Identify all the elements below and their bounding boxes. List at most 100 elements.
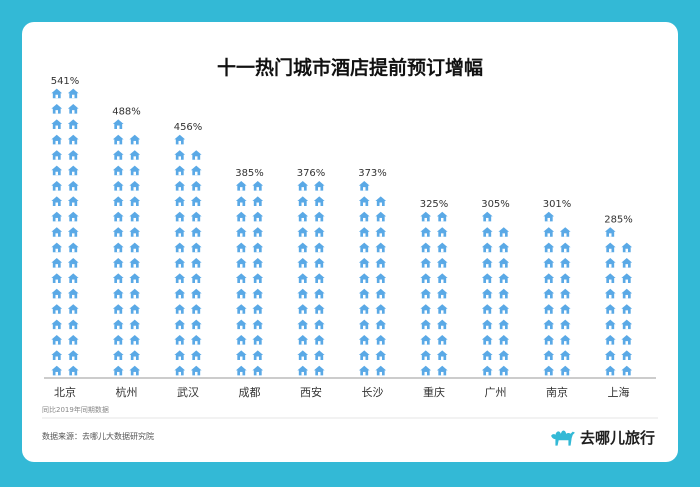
house-icon: [481, 242, 493, 253]
house-icon: [67, 119, 79, 129]
house-icon: [67, 350, 79, 360]
house-icon: [174, 242, 186, 253]
house-icon: [420, 304, 432, 314]
house-icon: [358, 319, 370, 330]
house-icon: [543, 335, 555, 345]
house-icon: [235, 304, 247, 314]
house-icon: [51, 196, 63, 206]
house-icon: [252, 304, 264, 314]
house-icon: [604, 273, 616, 283]
house-icon: [112, 335, 124, 345]
house-icon: [297, 258, 309, 268]
house-icon: [313, 273, 325, 283]
house-icon: [235, 258, 247, 268]
house-icon: [543, 258, 555, 268]
bar-杭州: [112, 119, 141, 376]
house-icon: [129, 211, 141, 222]
house-icon: [129, 196, 141, 206]
house-icon: [436, 335, 448, 345]
house-icon: [112, 258, 124, 268]
house-icon: [481, 350, 493, 360]
house-icon: [420, 258, 432, 268]
value-label: 285%: [604, 214, 633, 225]
house-icon: [174, 211, 186, 222]
house-icon: [174, 150, 186, 160]
house-icon: [174, 350, 186, 360]
value-label: 385%: [235, 168, 264, 179]
house-icon: [621, 319, 633, 330]
house-icon: [604, 350, 616, 360]
value-label: 305%: [481, 199, 510, 210]
house-icon: [252, 196, 264, 206]
house-icon: [498, 242, 510, 253]
house-icon: [621, 258, 633, 268]
house-icon: [129, 304, 141, 314]
house-icon: [481, 335, 493, 345]
house-icon: [51, 227, 63, 237]
house-icon: [313, 335, 325, 345]
house-icon: [358, 350, 370, 360]
house-icon: [621, 242, 633, 253]
house-icon: [112, 319, 124, 330]
house-icon: [543, 319, 555, 330]
house-icon: [174, 304, 186, 314]
house-icon: [604, 258, 616, 268]
house-icon: [112, 196, 124, 206]
house-icon: [174, 288, 186, 299]
house-icon: [112, 288, 124, 299]
house-icon: [313, 304, 325, 314]
comparison-note: 同比2019年同期数据: [42, 405, 109, 414]
house-icon: [358, 304, 370, 314]
house-icon: [481, 319, 493, 330]
category-label: 长沙: [362, 386, 384, 399]
house-icon: [375, 304, 387, 314]
house-icon: [420, 288, 432, 299]
house-icon: [358, 335, 370, 345]
house-icon: [174, 258, 186, 268]
house-icon: [112, 181, 124, 191]
house-icon: [358, 288, 370, 299]
house-icon: [174, 227, 186, 237]
house-icon: [190, 227, 202, 237]
house-icon: [67, 227, 79, 237]
house-icon: [621, 288, 633, 299]
house-icon: [51, 258, 63, 268]
house-icon: [112, 165, 124, 176]
house-icon: [436, 273, 448, 283]
house-icon: [358, 242, 370, 253]
house-icon: [375, 242, 387, 253]
house-icon: [604, 319, 616, 330]
house-icon: [252, 181, 264, 191]
house-icon: [67, 365, 79, 376]
bar-长沙: [358, 181, 387, 376]
house-icon: [190, 335, 202, 345]
house-icon: [235, 335, 247, 345]
house-icon: [559, 319, 571, 330]
category-label: 上海: [608, 385, 630, 399]
house-icon: [129, 350, 141, 360]
house-icon: [436, 365, 448, 376]
value-label: 373%: [358, 168, 387, 179]
bar-上海: [604, 227, 633, 376]
category-label: 西安: [300, 385, 322, 399]
house-icon: [313, 211, 325, 222]
house-icon: [190, 242, 202, 253]
house-icon: [190, 273, 202, 283]
house-icon: [129, 335, 141, 345]
house-icon: [235, 227, 247, 237]
house-icon: [604, 335, 616, 345]
chart-svg: 十一热门城市酒店提前预订增幅 541% 488% 456% 385% 376% 373% 3…: [42, 56, 658, 447]
house-icon: [235, 196, 247, 206]
house-icon: [559, 227, 571, 237]
brand-name: 去哪儿旅行: [580, 429, 655, 447]
house-icon: [375, 196, 387, 206]
value-label: 456%: [174, 122, 203, 133]
house-icon: [174, 273, 186, 283]
bar-重庆: [420, 211, 448, 376]
house-icon: [190, 319, 202, 330]
house-icon: [112, 273, 124, 283]
house-icon: [436, 304, 448, 314]
house-icon: [190, 258, 202, 268]
category-label: 杭州: [116, 385, 138, 399]
house-icon: [67, 88, 79, 99]
